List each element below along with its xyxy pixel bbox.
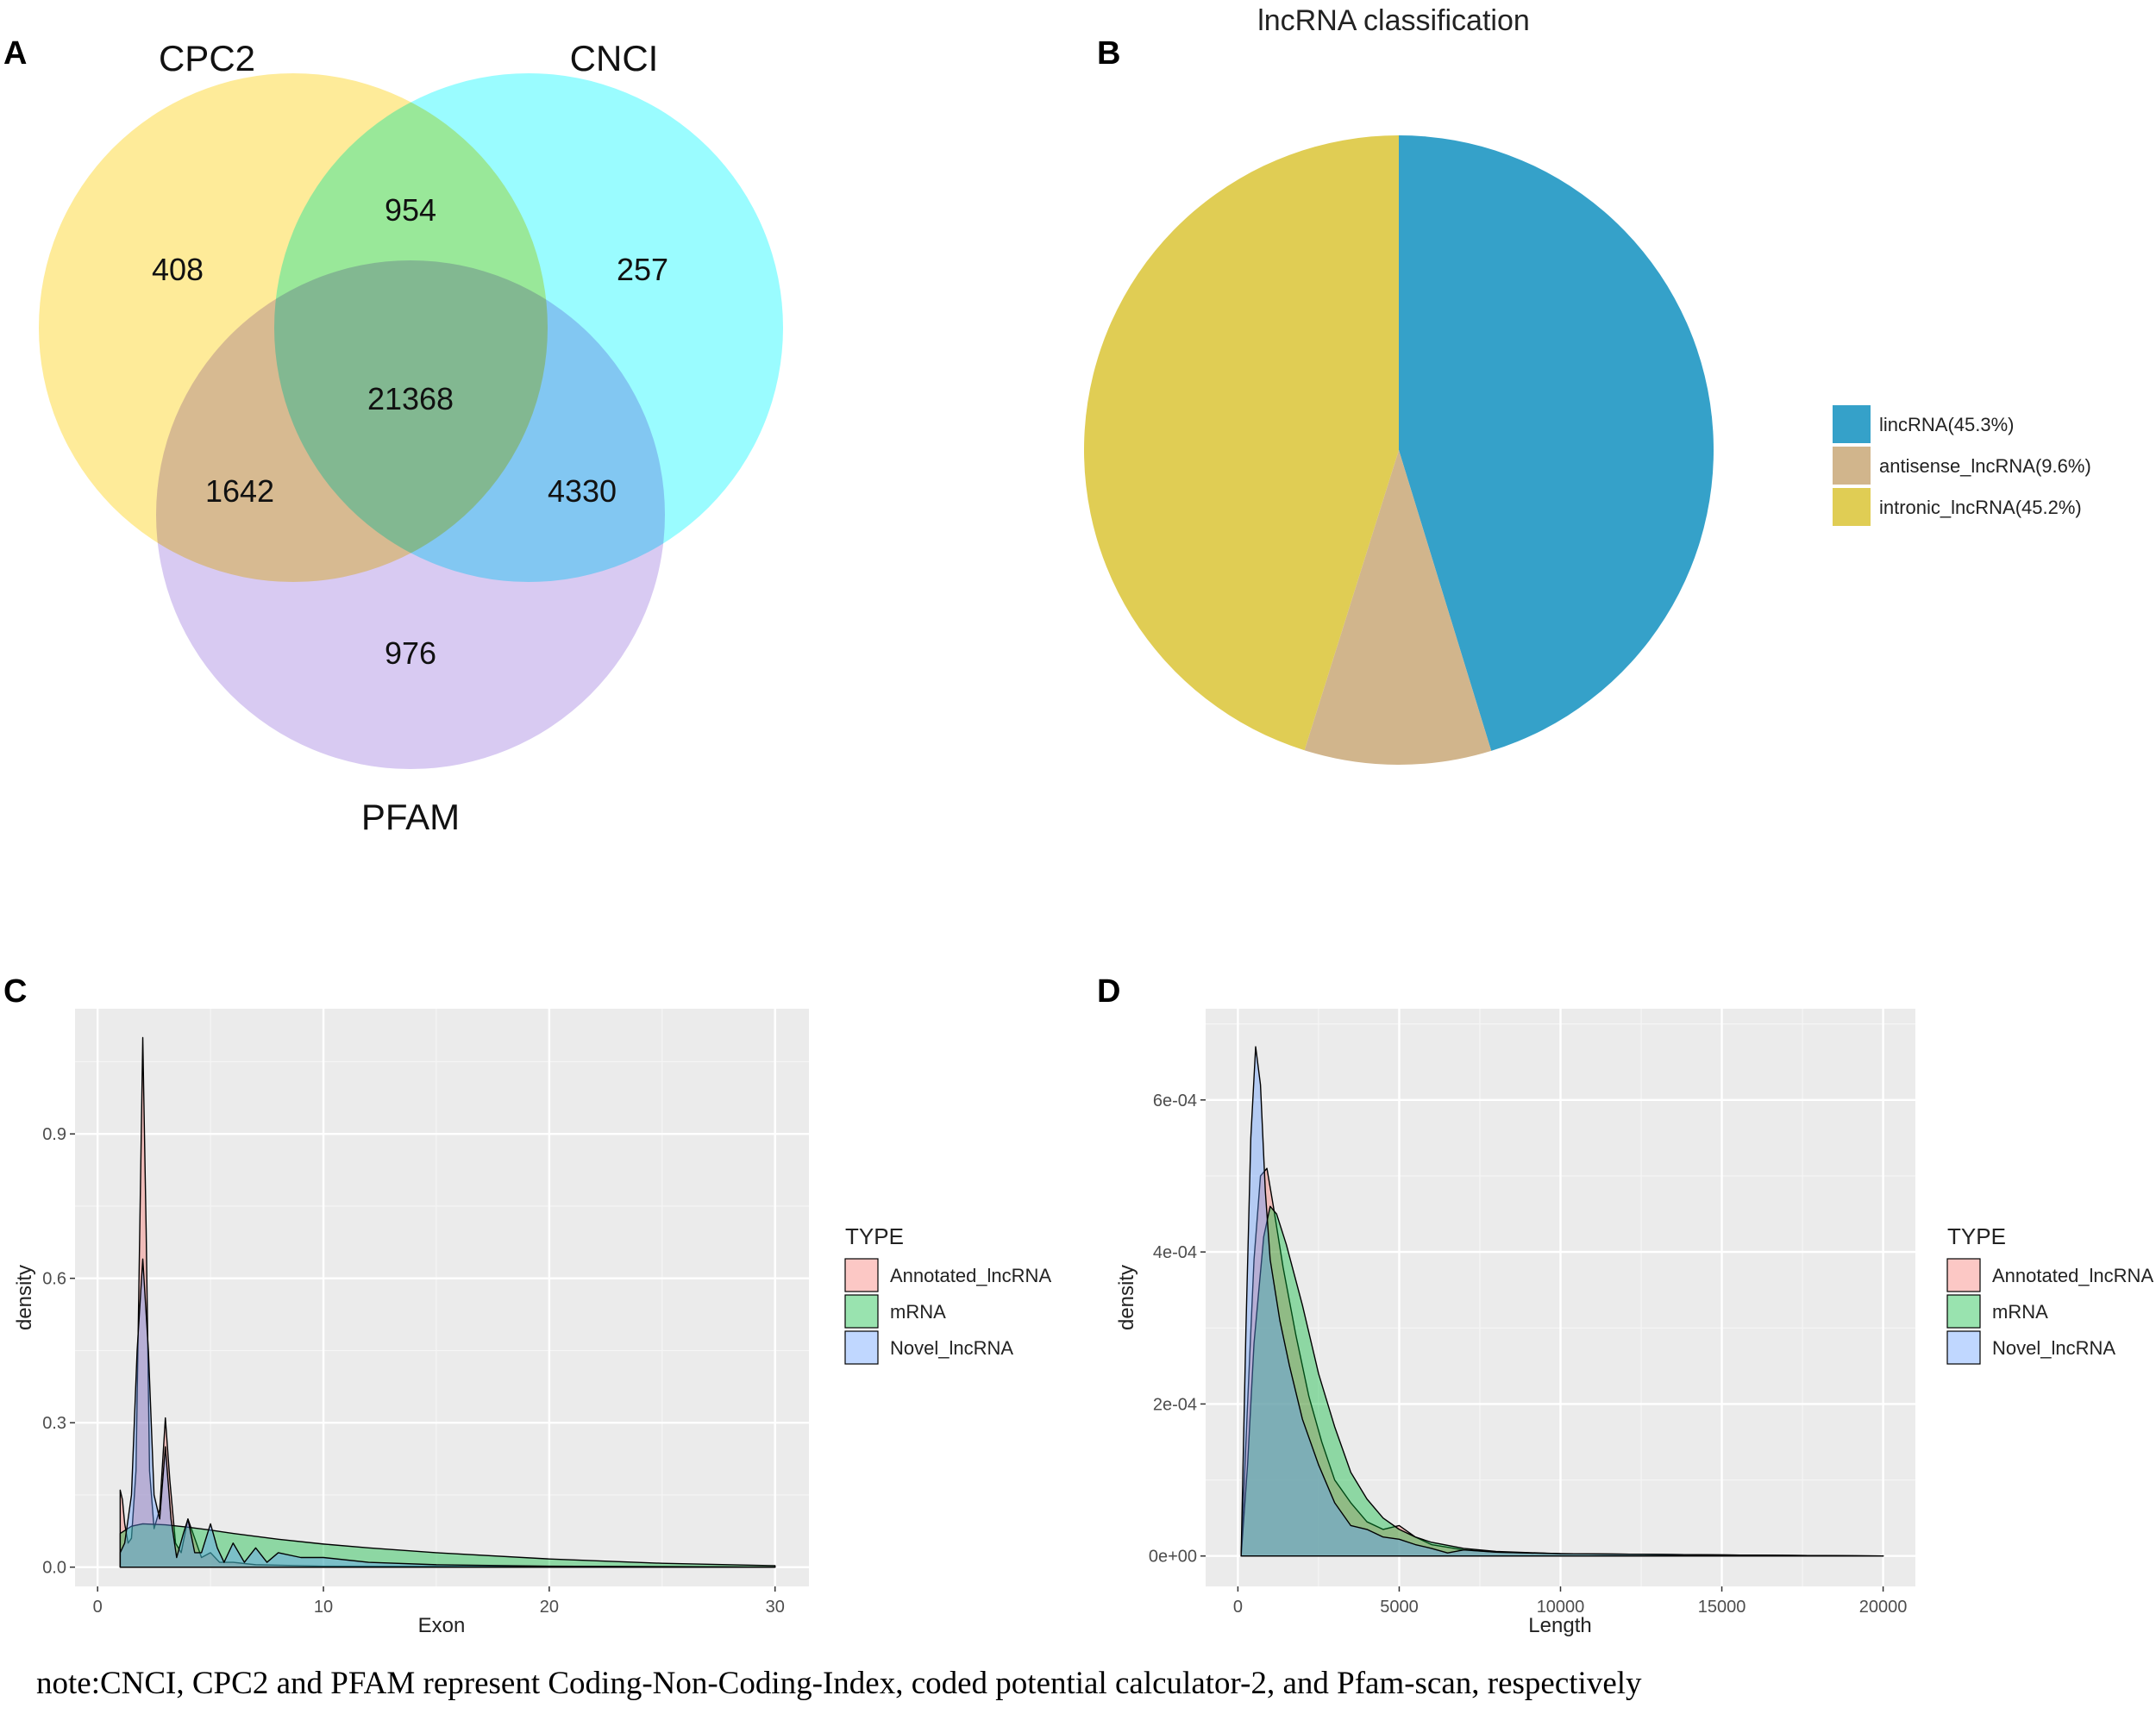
density-area-novel-lncrna-c bbox=[119, 1258, 776, 1568]
y-tick-label-d: 0e+00 bbox=[1149, 1548, 1197, 1567]
density-areas-d bbox=[1240, 1046, 1884, 1557]
venn-circle-pfam bbox=[156, 260, 665, 769]
y-tick-label-d: 6e-04 bbox=[1153, 1092, 1197, 1110]
panel-letter-d: D bbox=[1097, 973, 1120, 1010]
pie-legend-key-lincrna bbox=[1833, 405, 1871, 443]
legend-key-annotated-d bbox=[1946, 1258, 1981, 1292]
panel-letter-b: B bbox=[1097, 35, 1120, 72]
venn-count-cpc2-only: 408 bbox=[152, 252, 204, 287]
legend-key-mrna-d bbox=[1946, 1294, 1981, 1329]
y-tick-label-c: 0.3 bbox=[42, 1414, 66, 1433]
pie-legend-label-lincrna: lincRNA(45.3%) bbox=[1879, 414, 2015, 435]
figure-note: note:CNCI, CPC2 and PFAM represent Codin… bbox=[36, 1666, 1642, 1701]
pie-slice-antisense-lncrna bbox=[1304, 450, 1492, 765]
legend-label-annotated-d: Annotated_lncRNA bbox=[1992, 1265, 2153, 1286]
length-density-panel: D 0 5000 10000 15000 20000 0e+00 2e-04 4e-04 6e-… bbox=[1097, 973, 2153, 1637]
legend-label-novel-c: Novel_lncRNA bbox=[890, 1337, 1013, 1359]
gridlines-c bbox=[75, 1009, 809, 1586]
y-tick-label-d: 2e-04 bbox=[1153, 1395, 1197, 1414]
y-axis-title-c: density bbox=[13, 1265, 36, 1330]
legend-title-d: TYPE bbox=[1947, 1223, 2006, 1249]
venn-count-all: 21368 bbox=[367, 381, 454, 416]
y-tick-label-c: 0.0 bbox=[42, 1559, 66, 1578]
venn-count-cnci-pfam: 4330 bbox=[548, 473, 617, 509]
venn-count-pfam-only: 976 bbox=[385, 635, 436, 671]
y-axis-title-d: density bbox=[1115, 1265, 1138, 1330]
legend-key-mrna-c bbox=[844, 1294, 879, 1329]
venn-count-cnci-only: 257 bbox=[617, 252, 668, 287]
axis-ticks-c: 0 10 20 30 0.0 0.3 0.6 0.9 bbox=[42, 1125, 785, 1617]
venn-count-cpc2-cnci: 954 bbox=[385, 192, 436, 228]
legend-d: TYPE Annotated_lncRNA mRNA Novel_lncRNA bbox=[1946, 1223, 2153, 1365]
pie-panel: B lncRNA classification lincRNA(45.3%) a… bbox=[1084, 4, 2091, 765]
density-areas-c bbox=[119, 1036, 776, 1568]
x-tick-label-d: 10000 bbox=[1537, 1598, 1585, 1617]
panel-letter-a: A bbox=[3, 35, 27, 72]
x-tick-label-d: 20000 bbox=[1859, 1598, 1908, 1617]
pie-slice-lincrna bbox=[1399, 135, 1714, 751]
x-tick-label-c: 20 bbox=[540, 1598, 559, 1617]
legend-label-novel-d: Novel_lncRNA bbox=[1992, 1337, 2115, 1359]
pie-legend-key-antisense bbox=[1833, 447, 1871, 485]
venn-set-label-pfam: PFAM bbox=[361, 797, 460, 837]
density-area-novel-lncrna-d bbox=[1240, 1046, 1884, 1557]
pie-title: lncRNA classification bbox=[1257, 4, 1530, 37]
x-tick-label-c: 0 bbox=[93, 1598, 103, 1617]
legend-label-mrna-c: mRNA bbox=[890, 1301, 946, 1323]
x-tick-label-d: 15000 bbox=[1698, 1598, 1746, 1617]
venn-panel: A CPC2 CNCI PFAM 408 257 954 21368 1642 … bbox=[3, 35, 783, 837]
pie-slices bbox=[1084, 135, 1714, 765]
legend-label-annotated-c: Annotated_lncRNA bbox=[890, 1265, 1051, 1286]
y-tick-label-c: 0.6 bbox=[42, 1270, 66, 1289]
legend-c: TYPE Annotated_lncRNA mRNA Novel_lncRNA bbox=[844, 1223, 1051, 1365]
y-tick-label-d: 4e-04 bbox=[1153, 1243, 1197, 1262]
legend-title-c: TYPE bbox=[845, 1223, 904, 1249]
density-area-mrna-c bbox=[119, 1523, 776, 1568]
legend-key-novel-c bbox=[844, 1330, 879, 1365]
panel-letter-c: C bbox=[3, 973, 27, 1010]
legend-key-novel-d bbox=[1946, 1330, 1981, 1365]
pie-legend: lincRNA(45.3%) antisense_lncRNA(9.6%) in… bbox=[1833, 405, 2091, 526]
exon-density-panel: C 0 10 20 30 0.0 0.3 0.6 0.9 Exon density TYPE … bbox=[3, 973, 1051, 1637]
pie-legend-key-intronic bbox=[1833, 488, 1871, 526]
venn-set-label-cnci: CNCI bbox=[570, 38, 659, 78]
legend-label-mrna-d: mRNA bbox=[1992, 1301, 2048, 1323]
x-tick-label-c: 10 bbox=[314, 1598, 333, 1617]
pie-slice-intronic-lncrna bbox=[1084, 135, 1399, 751]
venn-set-label-cpc2: CPC2 bbox=[159, 38, 255, 78]
plot-background-c bbox=[75, 1009, 809, 1586]
x-tick-label-d: 0 bbox=[1233, 1598, 1243, 1617]
x-axis-title-d: Length bbox=[1528, 1614, 1591, 1637]
pie-legend-label-intronic: intronic_lncRNA(45.2%) bbox=[1879, 497, 2082, 518]
x-tick-label-c: 30 bbox=[766, 1598, 785, 1617]
x-tick-label-d: 5000 bbox=[1380, 1598, 1419, 1617]
venn-count-cpc2-pfam: 1642 bbox=[205, 473, 274, 509]
x-axis-title-c: Exon bbox=[418, 1614, 466, 1637]
pie-legend-label-antisense: antisense_lncRNA(9.6%) bbox=[1879, 455, 2091, 477]
y-tick-label-c: 0.9 bbox=[42, 1125, 66, 1144]
legend-key-annotated-c bbox=[844, 1258, 879, 1292]
axis-ticks-d: 0 5000 10000 15000 20000 0e+00 2e-04 4e-04 6e-04 bbox=[1149, 1092, 1908, 1617]
density-area-annotated-lncrna-c bbox=[119, 1036, 776, 1568]
